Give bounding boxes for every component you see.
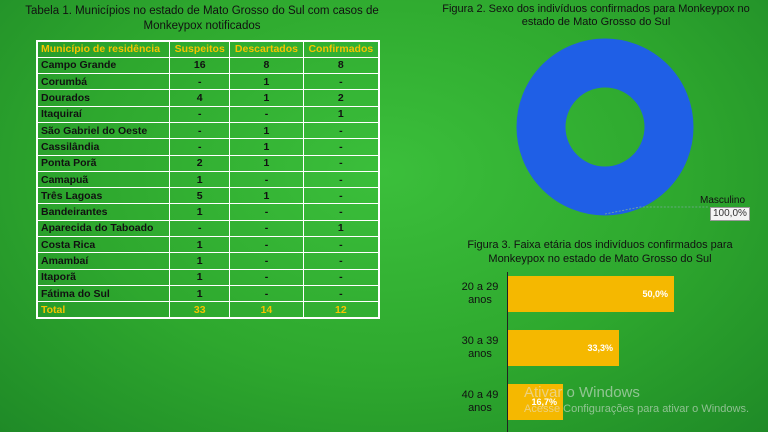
cell-descartados: 1 [229, 89, 304, 107]
table-row: Dourados 4 1 2 [36, 89, 380, 107]
donut-leader-line [604, 206, 708, 215]
cell-municipio: Bandeirantes [36, 203, 171, 221]
table-row: Cassilândia -1- [36, 138, 380, 156]
cell-confirmados: - [302, 170, 380, 189]
bar-axis-line [507, 272, 508, 432]
municipios-table: Município de residência Suspeitos Descar… [36, 40, 380, 320]
bar-30-39: 33,3% [508, 330, 619, 366]
bar-label-20-29: 20 a 29 anos [461, 281, 499, 306]
total-suspeitos: 33 [169, 301, 231, 319]
table-row: São Gabriel do Oeste -1- [36, 121, 380, 140]
bar-20-29: 50,0% [508, 276, 674, 312]
donut-label-masculino: Masculino [700, 195, 746, 206]
total-municipio: Total [36, 301, 171, 319]
bar-40-49: 16,7% [508, 384, 563, 420]
figure3-caption: Figura 3. Faixa etária dos indivíduos co… [467, 239, 733, 265]
donut-value-masculino: 100,0% [710, 207, 750, 221]
header-confirmados: Confirmados [302, 40, 380, 58]
cell-municipio: Três Lagoas [36, 187, 171, 205]
figure2-caption: Figura 2. Sexo dos indivíduos confirmado… [442, 3, 750, 28]
donut-slice-masculino [516, 38, 694, 216]
bar-value-20-29: 50,0% [642, 289, 668, 299]
windows-activation-subtitle: Acesse Configurações para ativar o Windo… [524, 403, 749, 415]
bar-label-40-49: 40 a 49 anos [461, 389, 499, 414]
total-descartados: 14 [229, 301, 304, 319]
cell-municipio: Amambaí [36, 252, 171, 270]
bar-value-30-39: 33,3% [587, 343, 613, 353]
table-body: Campo Grande 16 8 8 Corumbá -1- Dourados 4 1 2 Ita… [36, 56, 380, 319]
windows-activation-title: Ativar o Windows [524, 384, 640, 401]
bar-label-30-39: 30 a 39 anos [461, 335, 499, 360]
table1-caption: Tabela 1. Municípios no estado de Mato G… [25, 5, 379, 32]
table-total-row: Total 33 14 12 [36, 301, 380, 319]
table-row: Bandeirantes 1- - [36, 203, 380, 221]
table-header-row: Município de residência Suspeitos Descar… [36, 40, 380, 58]
total-confirmados: 12 [302, 301, 380, 319]
table-row: Três Lagoas 5 1- [36, 187, 380, 205]
bar-value-40-49: 16,7% [531, 397, 557, 407]
